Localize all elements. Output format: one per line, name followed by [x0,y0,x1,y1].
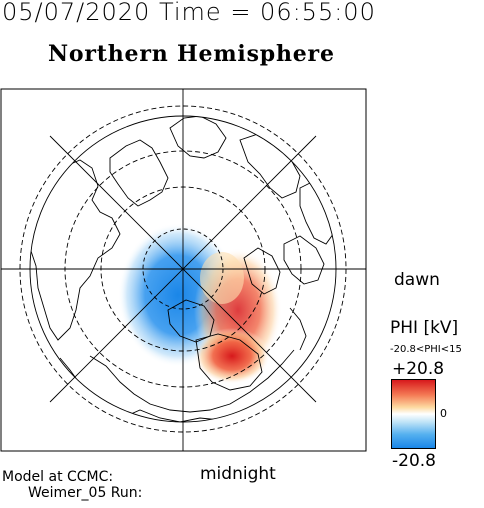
dawn-label: dawn [394,270,440,290]
model-line-2: Weimer_05 Run: [28,485,143,501]
colorbar-range: -20.8<PHI<15 [390,344,462,355]
hemisphere-title: Northern Hemisphere [48,41,335,67]
potential-pattern [118,223,282,384]
colorbar-min-label: -20.8 [392,451,436,471]
polar-potential-map [0,88,367,452]
colorbar-max-label: +20.8 [392,359,445,379]
colorbar-title: PHI [kV] [390,318,459,338]
midnight-label: midnight [200,464,276,484]
colorbar [391,379,436,449]
colorbar-zero-label: 0 [440,407,447,420]
meridian-grid [1,89,366,451]
datetime-title: 05/07/2020 Time = 06:55:00 [2,0,376,26]
model-line-1: Model at CCMC: [2,469,114,485]
